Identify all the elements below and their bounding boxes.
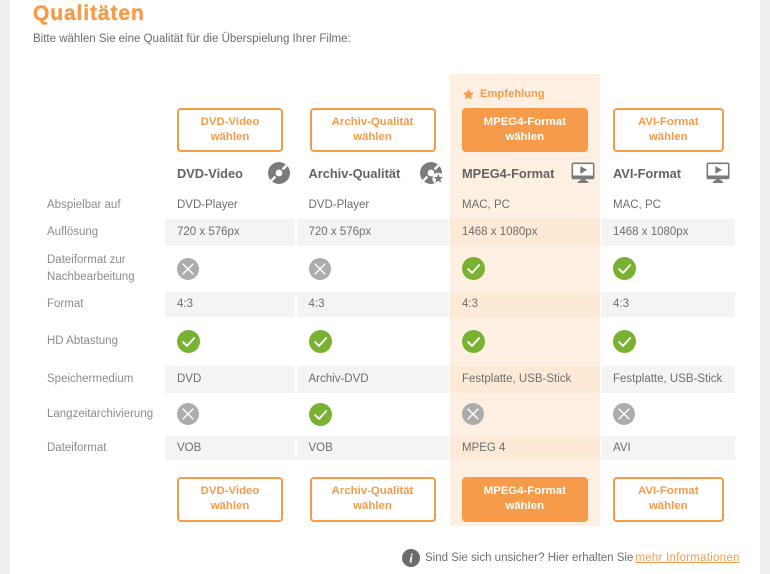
svg-text:i: i	[409, 550, 413, 565]
